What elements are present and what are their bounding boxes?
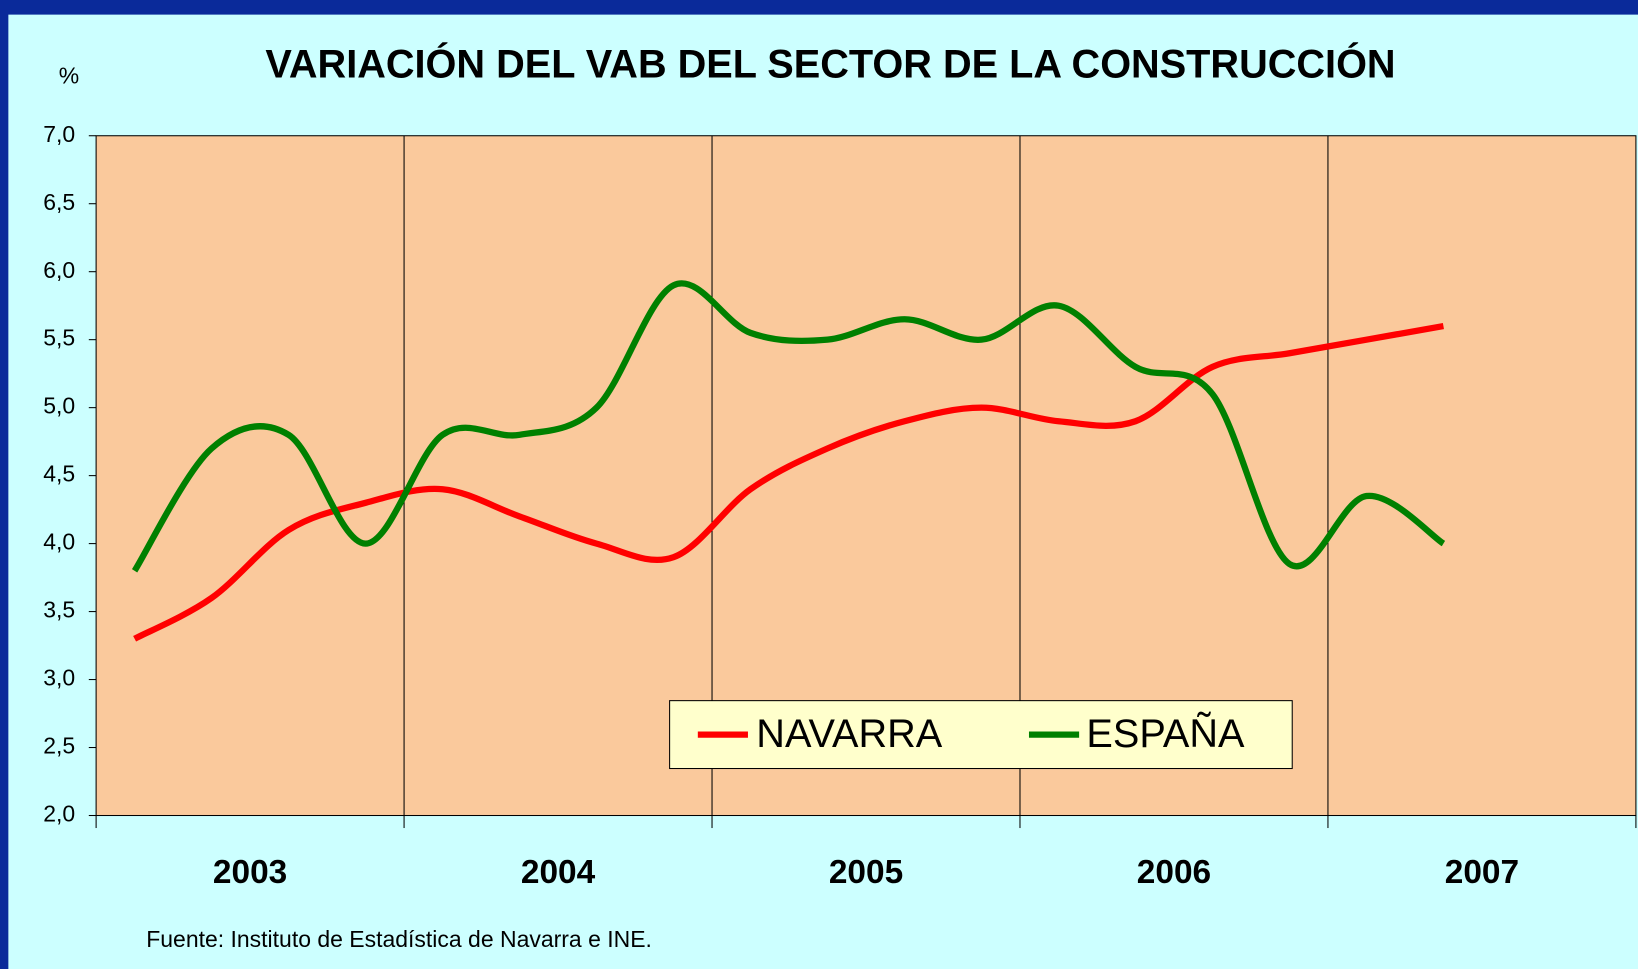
y-tick-label: 6,5	[43, 189, 75, 215]
chart-title: VARIACIÓN DEL VAB DEL SECTOR DE LA CONST…	[265, 42, 1395, 86]
plot-border	[95, 135, 1637, 817]
series-line	[131, 280, 1446, 573]
legend-box	[669, 700, 1293, 770]
y-tick-label: 4,5	[43, 461, 75, 487]
y-tick-label: 6,0	[43, 257, 75, 283]
y-tick-label: 4,0	[43, 529, 75, 555]
series-line	[133, 322, 1444, 642]
x-group-label: 2003	[213, 854, 287, 891]
y-tick-label: 2,5	[43, 733, 75, 759]
legend-label: ESPAÑA	[1086, 712, 1245, 756]
legend-label: NAVARRA	[756, 712, 942, 756]
y-tick-label: 3,5	[43, 597, 75, 623]
x-group-label: 2005	[829, 854, 903, 891]
source: Fuente: Instituto de Estadística de Nava…	[146, 926, 652, 952]
y-tick-label: 5,0	[43, 393, 75, 419]
y-tick-label: 5,5	[43, 325, 75, 351]
y-tick-label: 7,0	[43, 121, 75, 147]
y-tick-label: 3,0	[43, 665, 75, 691]
y-tick-label: 2,0	[43, 801, 75, 827]
y-unit: %	[59, 62, 79, 88]
x-group-label: 2004	[521, 854, 596, 891]
x-group-label: 2007	[1445, 854, 1519, 891]
x-group-label: 2006	[1137, 854, 1211, 891]
